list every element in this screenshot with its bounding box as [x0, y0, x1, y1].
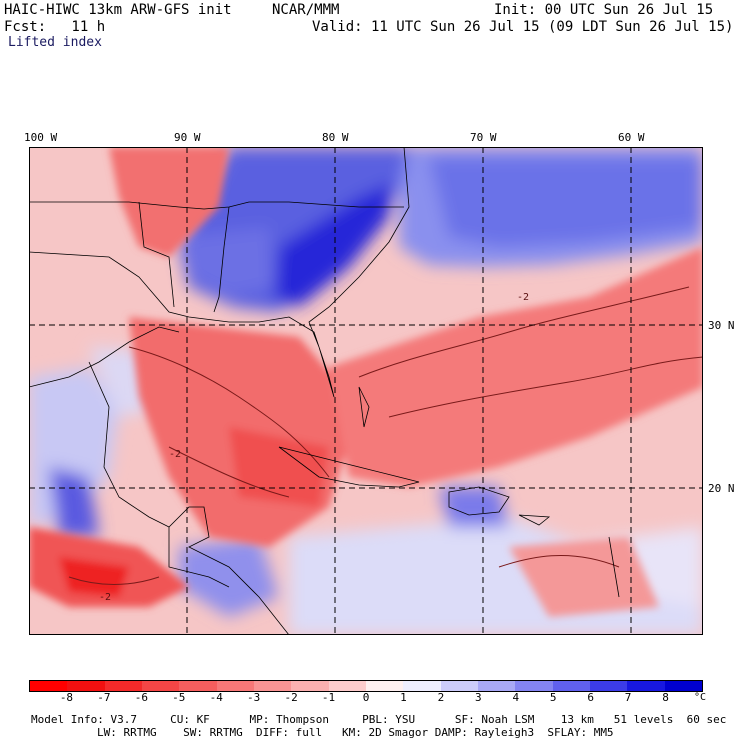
colorbar-tick-label: 3 [475, 691, 482, 704]
unstable-red-regions [29, 147, 703, 617]
contour-value-label: -2 [99, 592, 111, 603]
lat-label-20n: 20 N [708, 482, 735, 495]
lon-label-90w: 90 W [174, 131, 201, 144]
model-info-line-1: Model Info: V3.7 CU: KF MP: Thompson PBL… [31, 713, 727, 726]
colorbar-swatch [67, 681, 105, 691]
colorbar-tick-label: -3 [247, 691, 261, 704]
lon-label-80w: 80 W [322, 131, 349, 144]
coastlines-and-borders [29, 147, 620, 635]
model-info-line-2: LW: RRTMG SW: RRTMG DIFF: full KM: 2D Sm… [97, 726, 614, 739]
colorbar-tick-label: 2 [437, 691, 445, 704]
colorbar-tick-label: -1 [321, 691, 336, 704]
init-time: Init: 00 UTC Sun 26 Jul 15 [494, 2, 714, 18]
contour-lines [68, 286, 703, 585]
colorbar-swatch [552, 681, 590, 691]
lon-label-70w: 70 W [470, 131, 497, 144]
contour-value-label: -2 [169, 449, 181, 460]
lon-label-60w: 60 W [618, 131, 645, 144]
colorbar-tick-label: 1 [400, 691, 407, 704]
colorbar-tick-label: 7 [624, 691, 632, 704]
colorbar-tick-label: -6 [134, 691, 148, 704]
colorbar-tick-label: 6 [587, 691, 594, 704]
colorbar-swatch [253, 681, 292, 691]
colorbar-swatch [30, 681, 68, 691]
colorbar-swatch [141, 681, 180, 691]
colorbar-tick-label: -5 [172, 691, 186, 704]
colorbar-swatch [365, 681, 404, 691]
colorbar-tick-label: 4 [512, 691, 520, 704]
model-title: HAIC-HIWC 13km ARW-GFS init [4, 2, 232, 18]
colorbar-swatch [291, 681, 329, 691]
lat-label-30n: 30 N [708, 319, 735, 332]
colorbar-swatch [216, 681, 254, 691]
colorbar-tick-label: -2 [284, 691, 298, 704]
colorbar-tick-label: -7 [97, 691, 111, 704]
graticule [29, 147, 703, 635]
colorbar-tick-label: -8 [59, 691, 74, 704]
contour-value-label: -2 [517, 292, 529, 303]
colorbar-tick-label: 5 [549, 691, 557, 704]
forecast-hour: Fcst: 11 h [4, 19, 106, 35]
valid-time: Valid: 11 UTC Sun 26 Jul 15 (09 LDT Sun … [312, 19, 734, 35]
colorbar-tick-label: 0 [362, 691, 370, 704]
lon-label-100w: 100 W [24, 131, 58, 144]
colorbar [29, 680, 703, 692]
lifted-index-map: -2 -2 -2 [29, 147, 703, 635]
colorbar-swatch [440, 681, 478, 691]
map-frame [29, 147, 703, 635]
colorbar-swatch [403, 681, 441, 691]
colorbar-swatch [328, 681, 366, 691]
colorbar-swatch [515, 681, 553, 691]
colorbar-swatch [627, 681, 665, 691]
colorbar-swatch [179, 681, 217, 691]
colorbar-swatch [104, 681, 142, 691]
field-name: Lifted index [8, 35, 102, 50]
organization: NCAR/MMM [272, 2, 340, 18]
colorbar-tick-label: 8 [662, 691, 669, 704]
colorbar-swatch [589, 681, 628, 691]
stable-blue-regions [29, 147, 703, 635]
colorbar-unit: °C [694, 692, 707, 703]
colorbar-tick-label: -4 [209, 691, 223, 704]
colorbar-swatch [664, 681, 702, 691]
colorbar-swatch [477, 681, 516, 691]
